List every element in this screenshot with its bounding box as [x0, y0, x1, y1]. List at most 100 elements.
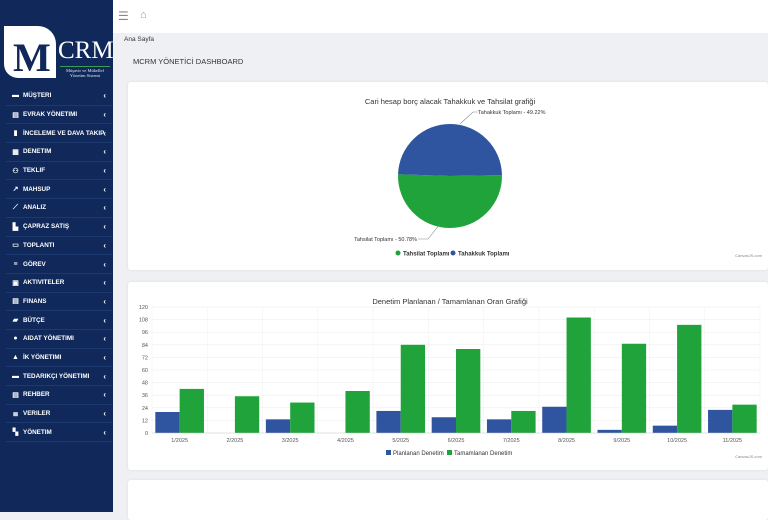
x-tick-label: 1/2025 — [171, 438, 188, 444]
chevron-left-icon[interactable]: ‹ — [103, 128, 106, 138]
chevron-left-icon[interactable]: ‹ — [103, 371, 106, 381]
sidebar-item-16[interactable]: ▤ REHBER ‹ — [6, 386, 112, 405]
list-icon: ≡ — [13, 260, 18, 268]
legend-label: Tahsilat Toplamı — [403, 252, 450, 258]
breadcrumb[interactable]: Ana Sayfa — [124, 36, 154, 43]
sidebar-item-15[interactable]: ▬ TEDARIKÇI YÖNETIMI ‹ — [6, 367, 112, 386]
sidebar-item-12[interactable]: ▰ BÜTÇE ‹ — [6, 311, 112, 330]
sidebar-item-4[interactable]: ⚇ TEKLIF ‹ — [6, 162, 112, 181]
sidebar-item-label: TEKLIF — [23, 167, 46, 175]
clipboard-icon: ▮ — [13, 130, 18, 138]
sidebar-item-3[interactable]: ▦ DENETIM ‹ — [6, 143, 112, 162]
sidebar-item-13[interactable]: ● AIDAT YÖNETIMI ‹ — [6, 330, 112, 349]
sidebar-item-1[interactable]: ▤ EVRAK YÖNETIMI ‹ — [6, 106, 112, 125]
sidebar-menu: ▬ MÜŞTERI ‹ ▤ EVRAK YÖNETIMI ‹ ▮ İNCELEME VE DA… — [6, 87, 112, 443]
legend-label: Tahakkuk Toplamı — [458, 252, 510, 258]
chevron-left-icon[interactable]: ‹ — [103, 110, 106, 120]
bar-planned — [597, 429, 622, 433]
sidebar-item-label: YÖNETIM — [23, 428, 52, 436]
sidebar-item-label: VERILER — [23, 410, 51, 418]
logo-mark: M — [4, 26, 56, 80]
chevron-left-icon[interactable]: ‹ — [103, 409, 106, 419]
chevron-left-icon[interactable]: ‹ — [103, 278, 106, 288]
presentation-icon: ▭ — [12, 242, 19, 250]
sidebar-item-14[interactable]: ▲ İK YÖNETIMI ‹ — [6, 349, 112, 368]
sidebar-item-8[interactable]: ▭ TOPLANTI ‹ — [6, 237, 112, 256]
x-tick-label: 7/2025 — [503, 438, 520, 444]
bar-completed — [345, 391, 370, 433]
top-bar: ☰ ⌂ — [113, 0, 768, 33]
money-icon: ▰ — [12, 317, 19, 325]
chart-title: Cari hesap borç alacak Tahakkuk ve Tahsi… — [365, 97, 536, 106]
bar-chart-card: Denetim Planlanan / Tamamlanan Oran Graf… — [128, 282, 768, 470]
y-tick-label: 12 — [142, 418, 148, 424]
y-tick-label: 96 — [142, 330, 148, 336]
y-tick-label: 84 — [142, 343, 148, 349]
pie-slice-1 — [398, 123, 502, 176]
sidebar-item-9[interactable]: ≡ GÖREV ‹ — [6, 255, 112, 274]
chevron-left-icon[interactable]: ‹ — [103, 352, 106, 362]
chevron-left-icon[interactable]: ‹ — [103, 390, 106, 400]
legend-label: Tamamlanan Denetim — [454, 451, 512, 457]
chevron-left-icon[interactable]: ‹ — [103, 334, 106, 344]
legend-marker — [395, 250, 401, 256]
chevron-left-icon[interactable]: ‹ — [103, 166, 106, 176]
chevron-left-icon[interactable]: ‹ — [103, 427, 106, 437]
chevron-left-icon[interactable]: ‹ — [103, 240, 106, 250]
sidebar-item-label: ÇAPRAZ SATIŞ — [23, 223, 70, 231]
sidebar-item-label: MAHSUP — [23, 185, 51, 193]
pie-label: Tahakkuk Toplamı - 49.22% — [478, 110, 546, 116]
home-icon[interactable]: ⌂ — [140, 9, 147, 21]
bar-completed — [290, 402, 315, 433]
bar-planned — [376, 410, 401, 433]
database-icon: ≣ — [12, 410, 19, 418]
legend-marker — [447, 450, 452, 455]
building-icon: ▙ — [12, 223, 19, 231]
chevron-left-icon[interactable]: ‹ — [103, 296, 106, 306]
sidebar-item-5[interactable]: ↗ MAHSUP ‹ — [6, 180, 112, 200]
y-tick-label: 60 — [142, 368, 148, 374]
chevron-left-icon[interactable]: ‹ — [103, 184, 106, 194]
y-tick-label: 120 — [139, 305, 148, 311]
sidebar-item-label: AIDAT YÖNETIMI — [23, 335, 74, 343]
chevron-left-icon[interactable]: ‹ — [103, 259, 106, 269]
sidebar-item-6[interactable]: ⟋ ANALIZ ‹ — [6, 199, 112, 218]
y-tick-label: 108 — [139, 318, 148, 324]
sidebar-item-label: MÜŞTERI — [23, 92, 52, 100]
sidebar-item-10[interactable]: ▣ AKTIVITELER ‹ — [6, 274, 112, 293]
y-tick-label: 72 — [142, 355, 148, 361]
sidebar-item-2[interactable]: ▮ İNCELEME VE DAVA TAKIP ‹ — [6, 124, 112, 144]
hamburger-icon[interactable]: ☰ — [118, 9, 129, 23]
pie-label-line — [459, 111, 478, 125]
logo-text: CRM — [58, 37, 114, 64]
sidebar-item-label: ANALIZ — [23, 204, 47, 212]
user-icon: ▲ — [12, 353, 19, 361]
pie-chart-card: Cari hesap borç alacak Tahakkuk ve Tahsi… — [128, 82, 768, 270]
chevron-left-icon[interactable]: ‹ — [103, 91, 106, 101]
sidebar-item-7[interactable]: ▙ ÇAPRAZ SATIŞ ‹ — [6, 218, 112, 237]
sidebar-item-18[interactable]: ▚ YÖNETIM ‹ — [6, 423, 112, 443]
briefcase-icon: ▬ — [12, 372, 19, 380]
bar-completed — [621, 343, 647, 433]
sidebar-item-17[interactable]: ≣ VERILER ‹ — [6, 405, 112, 424]
chevron-left-icon[interactable]: ‹ — [103, 147, 106, 157]
calculator-icon: ▤ — [12, 298, 19, 306]
x-tick-label: 3/2025 — [282, 438, 299, 444]
sidebar-item-label: AKTIVITELER — [23, 279, 65, 287]
chevron-left-icon[interactable]: ‹ — [103, 315, 106, 325]
legend-marker — [450, 250, 456, 256]
address-book-icon: ▤ — [12, 391, 19, 399]
sidebar: M CRM Müşavir ve Mükellef Yönetim Sistem… — [0, 0, 114, 512]
chevron-left-icon[interactable]: ‹ — [103, 203, 106, 213]
sidebar-item-11[interactable]: ▤ FINANS ‹ — [6, 293, 112, 312]
chevron-left-icon[interactable]: ‹ — [103, 222, 106, 232]
bar-completed — [456, 349, 481, 433]
pie-slice-0 — [398, 174, 503, 228]
bar-planned — [265, 419, 291, 433]
sidebar-item-label: REHBER — [23, 391, 50, 399]
y-tick-label: 24 — [142, 406, 148, 412]
logo[interactable]: M CRM Müşavir ve Mükellef Yönetim Sistem… — [4, 26, 114, 80]
sidebar-item-0[interactable]: ▬ MÜŞTERI ‹ — [6, 87, 112, 106]
users-cog-icon: ▚ — [12, 429, 19, 437]
x-tick-label: 9/2025 — [613, 438, 630, 444]
